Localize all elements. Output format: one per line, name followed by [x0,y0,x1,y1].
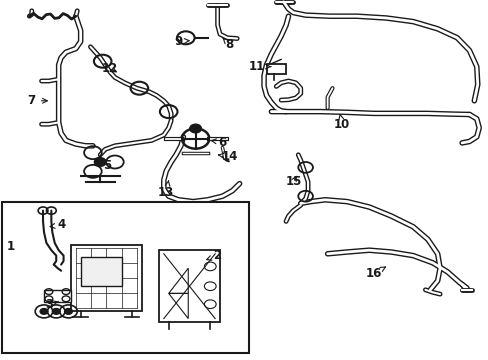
Text: 7: 7 [28,94,47,107]
Text: 10: 10 [333,114,350,131]
Text: 4: 4 [50,219,65,231]
Bar [44,290,71,302]
Text: 2: 2 [206,249,221,262]
Circle shape [40,309,48,314]
Circle shape [94,158,106,166]
Text: 12: 12 [102,62,118,75]
Circle shape [64,309,72,314]
Text: 8: 8 [223,38,233,51]
Bar [81,257,122,286]
Text: 16: 16 [365,267,385,280]
Text: 14: 14 [218,150,238,163]
Text: 3: 3 [45,298,58,311]
Bar [2,202,249,353]
Text: 9: 9 [174,35,189,48]
Text: 13: 13 [158,180,174,199]
Circle shape [52,309,60,314]
Text: 11: 11 [248,60,270,73]
Text: 1: 1 [7,240,15,253]
Bar [266,64,285,74]
Bar [159,250,220,322]
Text: 15: 15 [285,175,301,188]
Circle shape [189,124,201,133]
Text: 6: 6 [211,136,226,149]
Bar [71,245,142,311]
Text: 5: 5 [101,159,111,172]
